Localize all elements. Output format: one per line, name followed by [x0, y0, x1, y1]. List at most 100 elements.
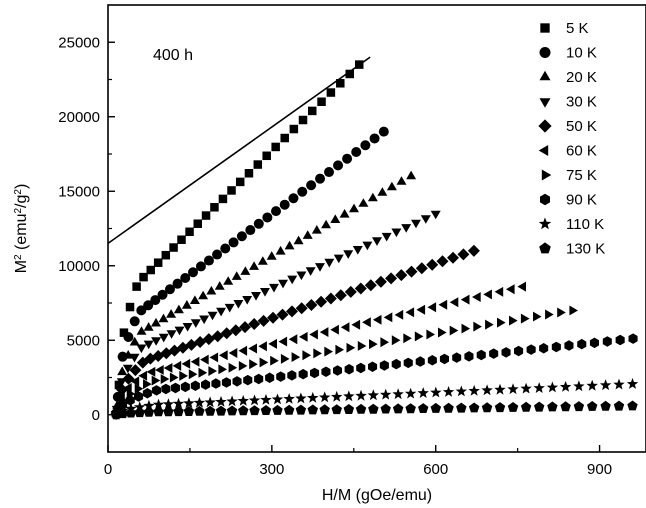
data-point — [243, 374, 253, 386]
data-point — [336, 79, 345, 88]
data-point — [284, 240, 295, 250]
data-point — [227, 186, 236, 195]
data-point — [150, 295, 161, 306]
data-point — [226, 405, 238, 416]
data-point — [155, 365, 164, 375]
data-point — [362, 317, 371, 328]
data-point — [289, 124, 299, 134]
data-point — [507, 402, 519, 412]
data-point — [166, 330, 177, 339]
data-point — [368, 361, 378, 372]
data-point — [180, 381, 190, 393]
data-point — [599, 379, 612, 391]
legend-label: 10 K — [566, 45, 597, 62]
data-point — [307, 106, 317, 116]
data-point — [193, 219, 202, 228]
data-point — [406, 170, 417, 180]
data-point — [151, 385, 161, 396]
data-point — [238, 405, 249, 416]
data-point — [331, 404, 342, 415]
data-point — [602, 336, 612, 347]
data-point — [481, 384, 493, 396]
data-point — [514, 345, 524, 357]
data-point — [123, 332, 134, 343]
data-point — [427, 355, 437, 366]
data-point — [427, 302, 437, 313]
data-point — [224, 303, 235, 313]
data-point — [342, 153, 353, 164]
y-tick-label: 10000 — [58, 258, 100, 275]
data-point — [181, 358, 191, 369]
data-point — [456, 402, 467, 413]
data-point — [151, 317, 161, 327]
data-point — [260, 405, 272, 415]
data-point — [245, 225, 256, 236]
data-point — [526, 344, 536, 355]
data-point — [259, 357, 269, 368]
x-tick-label: 600 — [423, 461, 448, 478]
y-axis-title-part: M — [13, 260, 30, 273]
data-point — [404, 387, 417, 399]
legend-item: 110 K — [538, 216, 604, 233]
data-point — [136, 305, 147, 316]
data-point — [299, 331, 308, 342]
data-point — [215, 395, 227, 407]
data-point — [414, 331, 424, 342]
data-point — [146, 366, 156, 377]
legend-label: 30 K — [566, 94, 597, 111]
data-point — [265, 372, 275, 383]
data-point — [158, 313, 169, 323]
legend-item: 60 K — [538, 143, 597, 160]
data-point — [417, 387, 429, 398]
data-point — [447, 251, 459, 264]
data-point — [457, 248, 470, 261]
data-point — [335, 344, 344, 355]
data-point — [587, 401, 598, 411]
x-tick-label: 900 — [587, 461, 612, 478]
data-point — [161, 383, 171, 395]
data-point — [258, 341, 267, 352]
data-point — [280, 133, 289, 143]
data-point — [271, 206, 282, 217]
data-point — [302, 230, 313, 239]
data-point — [403, 357, 413, 369]
data-point — [190, 319, 201, 328]
data-point — [573, 380, 585, 392]
data-point — [467, 244, 480, 257]
data-point — [279, 199, 290, 210]
data-point — [199, 315, 210, 325]
data-point — [494, 402, 506, 413]
data-point — [333, 160, 344, 171]
data-point — [248, 343, 257, 354]
data-point — [494, 383, 506, 395]
data-point — [215, 405, 227, 416]
data-point — [344, 364, 354, 375]
data-point — [501, 347, 511, 358]
data-point — [180, 273, 191, 284]
data-point — [392, 403, 404, 414]
data-point — [266, 251, 277, 260]
data-point — [443, 402, 454, 413]
data-point — [464, 351, 474, 362]
data-point — [367, 389, 379, 401]
data-point — [333, 254, 344, 264]
data-point — [206, 285, 217, 295]
data-point — [118, 399, 128, 411]
data-point — [489, 348, 499, 359]
legend-marker — [538, 145, 549, 156]
data-point — [545, 309, 554, 320]
data-point — [286, 305, 298, 318]
data-point — [125, 395, 135, 406]
data-point — [130, 376, 140, 387]
data-point — [483, 289, 492, 300]
series-30-k — [111, 210, 441, 415]
data-point — [461, 323, 471, 334]
data-point — [271, 393, 284, 405]
legend-marker — [539, 242, 551, 254]
data-point — [305, 267, 316, 276]
data-point — [248, 394, 261, 406]
data-point — [319, 391, 331, 403]
data-point — [426, 258, 439, 271]
data-point — [166, 309, 177, 318]
